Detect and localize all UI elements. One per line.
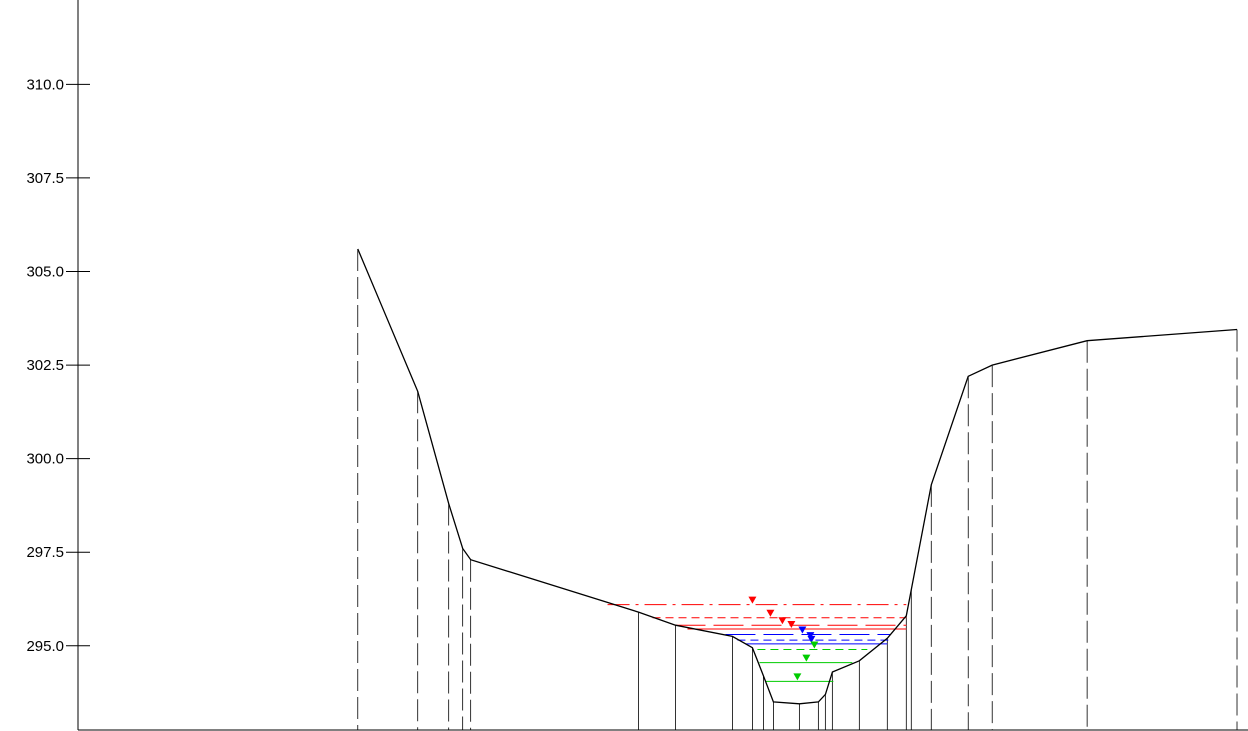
water-level-marker [802, 654, 811, 662]
water-level-marker [766, 609, 775, 617]
water-levels [607, 596, 907, 682]
ground-profile-line [357, 248, 1238, 705]
water-level-marker [798, 626, 807, 634]
water-level-marker [748, 596, 757, 604]
y-tick-label: 300.0 [26, 451, 64, 468]
station-lines [357, 249, 1238, 730]
y-tick-label: 310.0 [26, 76, 64, 93]
water-level-marker [778, 617, 787, 625]
y-tick-label: 302.5 [26, 357, 64, 374]
water-level-marker [806, 632, 815, 640]
y-tick-label: 297.5 [26, 544, 64, 561]
water-level-marker [793, 673, 802, 681]
y-axis: 295.0 297.5 300.0 302.5 305.0 307.5 310.0 [26, 0, 1248, 731]
water-level-marker [810, 641, 819, 649]
ground-profile-group [357, 248, 1238, 705]
water-level-marker [787, 620, 796, 628]
y-tick-label: 295.0 [26, 638, 64, 655]
water-level-marker [807, 635, 816, 643]
y-tick-label: 307.5 [26, 170, 64, 187]
y-tick-label: 305.0 [26, 263, 64, 280]
